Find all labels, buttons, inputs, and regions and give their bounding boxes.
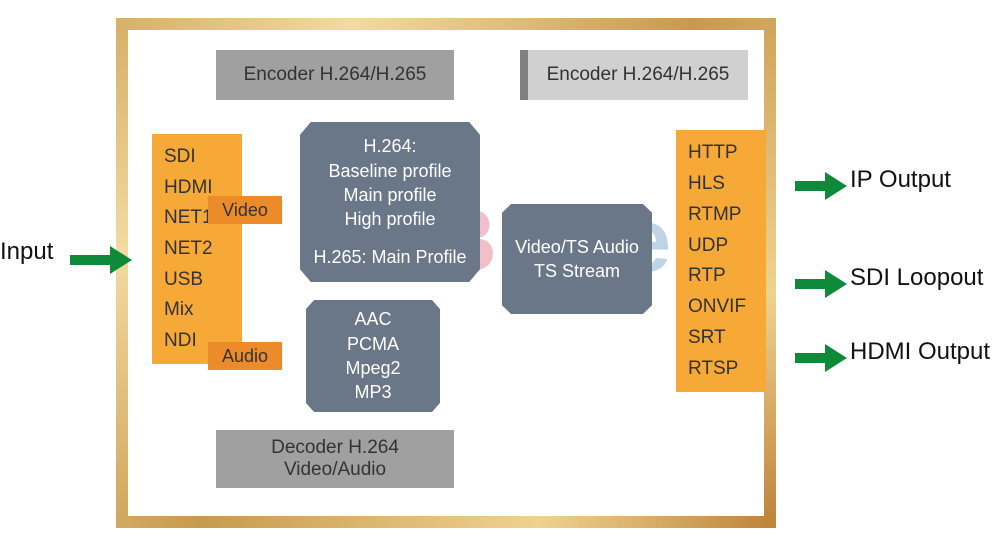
input-arrow xyxy=(70,246,132,274)
encoder2-accent xyxy=(520,50,528,100)
output-label-3: HDMI Output xyxy=(850,338,990,366)
ts-line: Video/TS Audio xyxy=(515,235,639,259)
arrow-stem xyxy=(795,279,825,289)
arrow-stem xyxy=(795,181,825,191)
output-item: ONVIF xyxy=(688,296,754,318)
output-item: RTMP xyxy=(688,204,754,226)
output-label-2: SDI Loopout xyxy=(850,264,983,292)
arrow-stem xyxy=(70,255,110,265)
output-item: HTTP xyxy=(688,142,754,164)
ts-box: Video/TS Audio TS Stream xyxy=(502,204,652,314)
profiles-line: Main profile xyxy=(343,183,436,207)
profiles-line: H.264: xyxy=(363,134,416,158)
encoder1-label: Encoder H.264/H.265 xyxy=(244,64,427,86)
arrow-head-icon xyxy=(825,270,847,298)
arrow-head-icon xyxy=(110,246,132,274)
output-label-1: IP Output xyxy=(850,166,951,194)
ts-line: TS Stream xyxy=(534,259,620,283)
arrow-head-icon xyxy=(825,172,847,200)
output-item: RTP xyxy=(688,265,754,287)
encoder2-label: Encoder H.264/H.265 xyxy=(547,64,730,86)
codec-line: Mpeg2 xyxy=(345,356,400,380)
input-list: SDI HDMI NET1 NET2 USB Mix NDI xyxy=(152,134,242,364)
input-item: USB xyxy=(164,269,230,291)
input-label: Input xyxy=(0,238,53,266)
output-arrow-1 xyxy=(795,172,847,200)
arrow-stem xyxy=(795,353,825,363)
video-tag: Video xyxy=(208,196,282,224)
decoder-line: Decoder H.264 xyxy=(271,437,399,459)
video-tag-label: Video xyxy=(222,200,268,221)
codec-line: AAC xyxy=(354,307,391,331)
output-item: UDP xyxy=(688,235,754,257)
profiles-box: H.264: Baseline profile Main profile Hig… xyxy=(300,122,480,282)
output-item: HLS xyxy=(688,173,754,195)
decoder-box: Decoder H.264 Video/Audio xyxy=(216,430,454,488)
encoder-box-2: Encoder H.264/H.265 xyxy=(528,50,748,100)
output-list: HTTP HLS RTMP UDP RTP ONVIF SRT RTSP xyxy=(676,130,766,392)
codec-line: MP3 xyxy=(354,380,391,404)
output-arrow-2 xyxy=(795,270,847,298)
codec-line: PCMA xyxy=(347,332,399,356)
profiles-line: High profile xyxy=(344,207,435,231)
audio-tag: Audio xyxy=(208,342,282,370)
audio-tag-label: Audio xyxy=(222,346,268,367)
input-item: SDI xyxy=(164,146,230,168)
profiles-line: Baseline profile xyxy=(328,159,451,183)
decoder-line: Video/Audio xyxy=(284,459,386,481)
input-item: Mix xyxy=(164,299,230,321)
encoder-box-1: Encoder H.264/H.265 xyxy=(216,50,454,100)
output-item: SRT xyxy=(688,327,754,349)
codecs-box: AAC PCMA Mpeg2 MP3 xyxy=(306,300,440,412)
input-item: NET2 xyxy=(164,238,230,260)
profiles-line: H.265: Main Profile xyxy=(313,245,466,269)
output-item: RTSP xyxy=(688,358,754,380)
output-arrow-3 xyxy=(795,344,847,372)
arrow-head-icon xyxy=(825,344,847,372)
